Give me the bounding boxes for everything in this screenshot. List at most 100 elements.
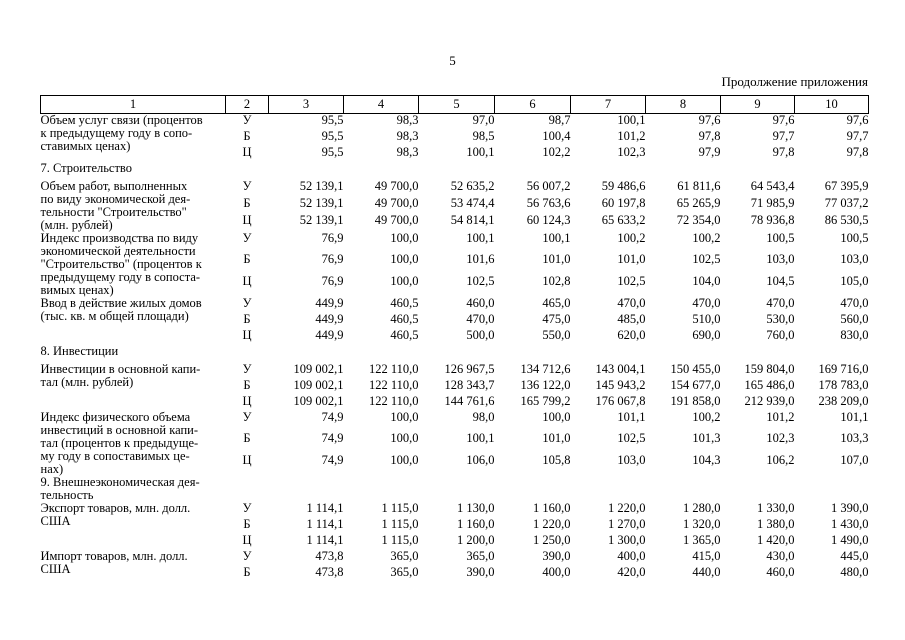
variant-label: У [242,113,252,127]
page-number: 5 [449,53,456,68]
column-header: 1 [40,95,226,114]
value-cell: 100,0 [390,431,419,446]
value-cell: 60 197,8 [601,195,646,210]
value-cell: 390,0 [542,548,571,563]
variant-label: Б [243,252,251,267]
value-cell: 100,2 [692,409,721,424]
value-cell: 460,0 [766,564,795,579]
value-cell: 65 633,2 [601,213,646,228]
value-cell: 1 300,0 [608,532,646,547]
value-cell: 74,9 [321,431,344,446]
indicator-data-row: Инвестиции в основной капи-тал (млн. руб… [41,361,869,388]
value-cell: 76,9 [321,252,344,267]
value-cell: 109 002,1 [293,377,344,392]
value-cell: 1 250,0 [533,532,571,547]
value-cell: 101,2 [766,409,795,424]
value-cell: 1 490,0 [831,532,869,547]
appendix-continuation-label: Продолжение приложения [721,74,868,89]
value-cell: 97,9 [698,144,721,159]
indicator-data-row: Ц 52 139,1 49 700,0 54 814,1 60 124,3 65 633,… [41,213,868,231]
indicator-data-row: Ц 1 114,1 1 115,0 1 200,0 1 250,0 1 300,0 1 36… [41,532,869,550]
indicator-data-row: Б 76,9 100,0 101,6 101,0 101,0 102,5 103,0 103,0 [41,252,868,275]
value-cell: 98,5 [472,128,495,143]
value-cell: 1 200,0 [457,532,495,547]
value-cell: 101,1 [617,409,646,424]
value-cell: 473,8 [315,548,344,563]
value-cell: 470,0 [617,295,646,310]
value-cell: 102,8 [542,273,571,288]
value-cell: 109 002,1 [293,361,344,376]
value-cell: 212 939,0 [744,393,795,408]
value-cell: 122 110,0 [368,393,419,408]
value-cell: 101,3 [692,431,721,446]
value-cell: 100,1 [466,431,495,446]
variant-label: Ц [242,144,252,159]
value-cell: 165 486,0 [744,377,795,392]
value-cell: 95,5 [321,113,344,127]
value-cell: 98,3 [396,144,419,159]
value-cell: 365,0 [390,564,419,579]
value-cell: 1 160,0 [457,516,495,531]
value-cell: 238 209,0 [818,393,869,408]
value-cell: 420,0 [617,564,646,579]
value-cell: 103,3 [840,431,869,446]
indicator-name: Объем услуг связи (процентов к предыдущем… [40,113,203,153]
value-cell: 101,1 [840,409,869,424]
value-cell: 64 543,4 [750,178,795,193]
value-cell: 470,0 [692,295,721,310]
variant-label: У [242,500,252,515]
value-cell: 105,0 [840,273,869,288]
value-cell: 49 700,0 [374,195,419,210]
indicator-name: Объем работ, выполненных по виду экономич… [40,178,191,232]
value-cell: 1 390,0 [831,500,869,515]
value-cell: 101,2 [617,128,646,143]
value-cell: 560,0 [840,311,869,326]
value-cell: 460,5 [390,295,419,310]
value-cell: 56 007,2 [526,178,571,193]
variant-label: Б [243,516,251,531]
value-cell: 1 115,0 [381,516,419,531]
value-cell: 136 122,0 [520,377,571,392]
value-cell: 440,0 [692,564,721,579]
value-cell: 485,0 [617,311,646,326]
value-cell: 169 716,0 [818,361,869,376]
table-body: Объем услуг связи (процентов к предыдущем… [41,114,869,582]
variant-label: Б [243,195,251,210]
value-cell: 49 700,0 [374,213,419,228]
value-cell: 690,0 [692,327,721,342]
value-cell: 102,5 [692,252,721,267]
value-cell: 54 814,1 [450,213,495,228]
value-cell: 98,7 [548,113,571,127]
value-cell: 100,0 [390,452,419,467]
variant-label: Б [243,311,251,326]
value-cell: 102,5 [466,273,495,288]
value-cell: 1 280,0 [683,500,721,515]
value-cell: 760,0 [766,327,795,342]
table-header: 1 2 3 4 5 6 7 8 9 10 [40,95,869,114]
value-cell: 126 967,5 [444,361,495,376]
value-cell: 1 114,1 [306,516,344,531]
indicator-data-row: Ввод в действие жилых домов (тыс. кв. м о… [41,295,869,322]
value-cell: 104,0 [692,273,721,288]
value-cell: 53 474,4 [450,195,495,210]
section-row: 9. Внешнеэкономическая дея-тельность [41,475,869,502]
indicator-name: Инвестиции в основной капи-тал (млн. руб… [40,361,201,389]
value-cell: 460,5 [390,327,419,342]
statistics-table: 1 2 3 4 5 6 7 8 9 10 Объем услуг связи (процентов… [40,95,869,582]
indicator-data-row: Б 109 002,1 122 110,0 128 343,7 136 122,0 145… [41,377,868,395]
value-cell: 1 220,0 [608,500,646,515]
value-cell: 76,9 [321,230,344,245]
value-cell: 449,9 [315,311,344,326]
value-cell: 100,2 [617,230,646,245]
indicator-data-row: Экспорт товаров, млн. долл. США У 1 114,1 1 … [41,500,869,527]
value-cell: 97,8 [846,144,869,159]
value-cell: 100,1 [617,113,646,127]
variant-label: Б [243,564,251,579]
indicator-name: Ввод в действие жилых домов (тыс. кв. м о… [40,295,202,323]
value-cell: 103,0 [617,452,646,467]
value-cell: 500,0 [466,327,495,342]
value-cell: 100,1 [466,230,495,245]
value-cell: 60 124,3 [526,213,571,228]
value-cell: 154 677,0 [670,377,721,392]
value-cell: 100,1 [466,144,495,159]
